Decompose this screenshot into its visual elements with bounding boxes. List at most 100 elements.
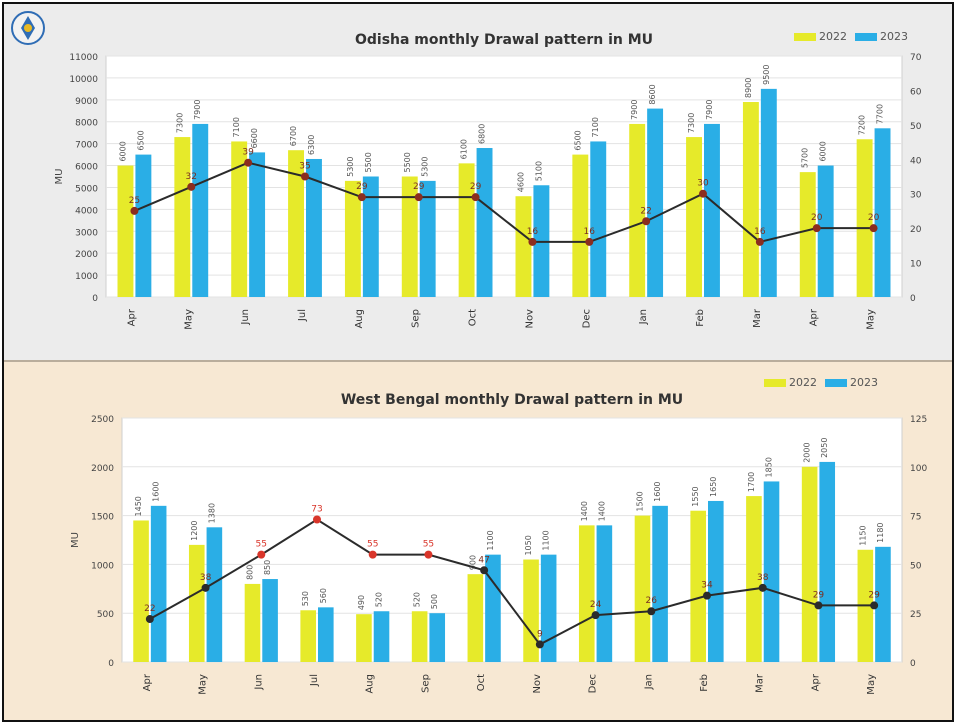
growth-value-label: 38 (757, 573, 769, 583)
y-axis-label: MU (54, 169, 65, 185)
growth-value-label: 16 (527, 227, 539, 237)
bar-value-label: 500 (430, 594, 439, 609)
bar-value-label: 800 (245, 565, 254, 580)
west-bengal-legend: 2022 2023 (764, 376, 878, 389)
bar-value-label: 6000 (118, 141, 127, 161)
y-tick-label: 6000 (75, 163, 98, 173)
bar-2022 (356, 614, 372, 662)
growth-marker (187, 182, 196, 191)
bar-value-label: 7200 (858, 115, 867, 135)
y2-tick-label: 125 (910, 415, 927, 425)
y2-tick-label: 20 (910, 225, 922, 235)
x-tick-label: Aug (365, 674, 376, 694)
x-tick-label: Jan (643, 674, 654, 690)
legend-item-2023: 2023 (825, 376, 878, 389)
bar-value-label: 6500 (136, 130, 145, 150)
growth-marker (703, 591, 711, 600)
odisha-panel: 2022 2023 Odisha monthly Drawal pattern … (4, 4, 952, 360)
x-tick-label: May (183, 309, 194, 330)
bar-value-label: 530 (301, 591, 310, 606)
x-tick-label: Apr (809, 308, 820, 326)
y-tick-label: 10000 (69, 75, 98, 85)
bar-2023 (249, 152, 266, 297)
bar-2023 (652, 505, 668, 662)
bar-2023 (429, 613, 446, 662)
y-tick-label: 1000 (75, 272, 98, 282)
x-tick-label: Nov (524, 309, 535, 329)
growth-marker (480, 566, 489, 575)
bar-value-label: 7300 (687, 113, 696, 133)
growth-value-label: 16 (754, 227, 766, 237)
growth-value-label: 20 (868, 213, 880, 223)
growth-value-label: 29 (470, 182, 482, 192)
bar-2022 (686, 137, 702, 297)
growth-value-label: 73 (311, 505, 322, 515)
bar-2022 (742, 102, 759, 297)
growth-value-label: 39 (242, 148, 254, 158)
bar-2023 (419, 180, 436, 297)
growth-marker (528, 237, 537, 246)
growth-marker (647, 607, 656, 616)
growth-marker (870, 601, 879, 610)
bar-value-label: 1600 (653, 481, 662, 501)
bar-2023 (373, 611, 390, 662)
bar-value-label: 7100 (232, 117, 241, 137)
growth-marker (642, 217, 651, 226)
y-tick-label: 0 (108, 659, 114, 669)
x-tick-label: Jun (240, 309, 251, 326)
bar-value-label: 2050 (820, 438, 829, 458)
growth-marker (814, 601, 823, 610)
y-tick-label: 0 (92, 294, 98, 304)
bar-2022 (133, 520, 149, 662)
bar-value-label: 490 (357, 595, 366, 610)
growth-marker (201, 583, 210, 592)
bar-value-label: 6300 (307, 135, 316, 155)
growth-marker (591, 611, 600, 620)
growth-value-label: 29 (356, 182, 368, 192)
x-tick-label: Oct (476, 674, 487, 691)
bar-2023 (540, 554, 557, 662)
bar-2022 (344, 180, 361, 297)
bar-2022 (856, 139, 873, 297)
growth-value-label: 22 (640, 206, 651, 216)
bar-2022 (801, 466, 818, 662)
bar-value-label: 1500 (635, 491, 644, 511)
panel-divider (4, 360, 952, 362)
y-tick-label: 2500 (91, 415, 114, 425)
growth-value-label: 47 (478, 555, 489, 565)
chart-title: West Bengal monthly Drawal pattern in MU (341, 392, 683, 408)
y2-tick-label: 0 (910, 659, 916, 669)
growth-marker (414, 193, 423, 202)
bar-value-label: 7300 (175, 113, 184, 133)
y2-tick-label: 50 (910, 122, 922, 132)
bar-2023 (596, 525, 613, 662)
growth-marker (869, 224, 878, 233)
bar-2022 (746, 496, 762, 662)
growth-marker (424, 550, 433, 559)
y2-tick-label: 70 (910, 53, 922, 63)
growth-marker (471, 193, 480, 202)
bar-value-label: 1600 (152, 481, 161, 501)
plot-area (121, 417, 903, 663)
x-tick-label: Jul (309, 674, 320, 687)
bar-value-label: 6800 (478, 124, 487, 144)
legend-label-2022: 2022 (789, 376, 817, 389)
x-tick-label: Oct (468, 309, 479, 326)
growth-marker (535, 640, 544, 649)
bar-value-label: 5500 (403, 152, 412, 172)
bar-value-label: 5300 (421, 157, 430, 177)
bar-2022 (174, 137, 191, 297)
growth-marker (585, 237, 594, 246)
bar-2023 (708, 500, 724, 662)
growth-marker (758, 583, 767, 592)
bar-value-label: 9500 (762, 65, 771, 85)
growth-line (134, 161, 874, 244)
bar-value-label: 7900 (630, 100, 639, 120)
bar-value-label: 8600 (648, 84, 657, 104)
bar-2023 (318, 607, 334, 662)
bar-value-label: 7700 (876, 104, 885, 124)
y-tick-label: 8000 (75, 119, 98, 129)
x-tick-label: May (866, 309, 877, 330)
growth-marker (130, 206, 139, 215)
y2-tick-label: 50 (910, 561, 922, 571)
